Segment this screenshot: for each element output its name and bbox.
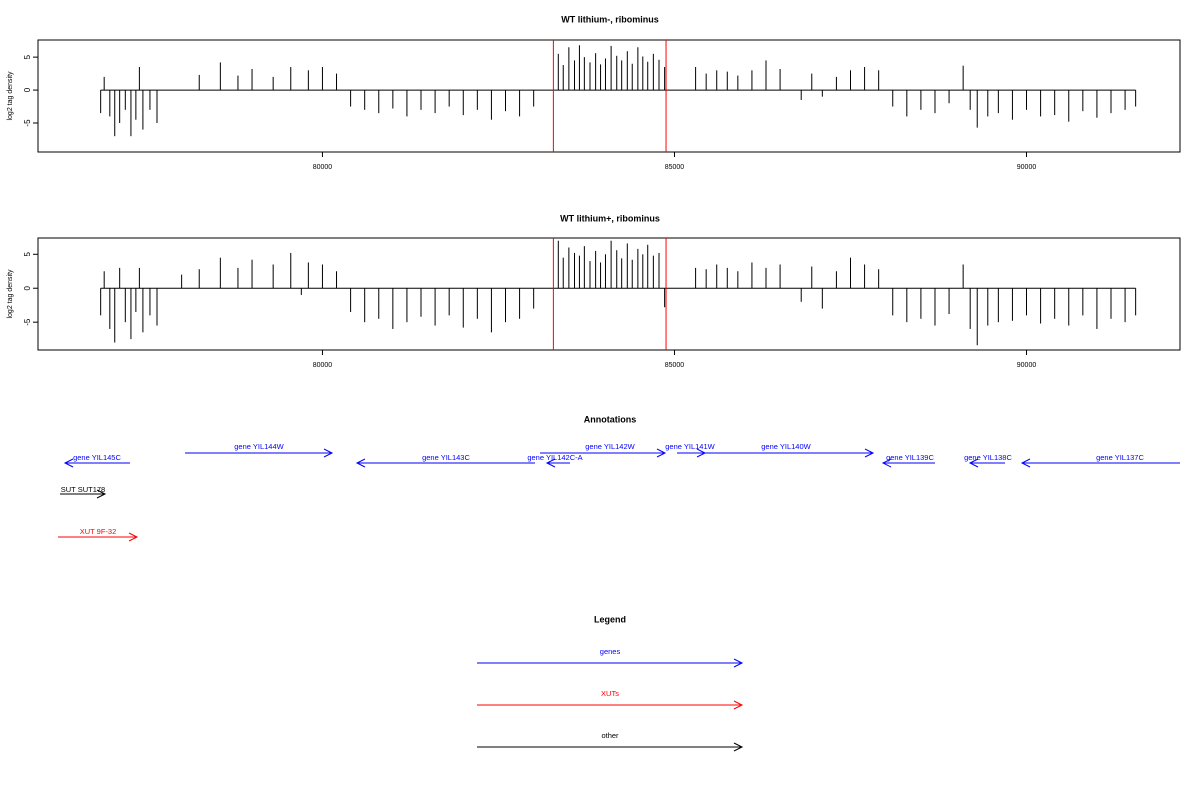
y-tick-label: 0 xyxy=(23,87,32,92)
feature-arrow-head xyxy=(864,448,875,458)
legend-label: genes xyxy=(600,647,621,656)
x-tick-label: 85000 xyxy=(665,362,685,369)
y-tick-label: 0 xyxy=(23,285,32,290)
feature-arrow-head xyxy=(128,532,139,542)
feature-arrow-head xyxy=(323,448,334,458)
x-tick-label: 85000 xyxy=(665,164,685,171)
feature-arrow-head xyxy=(545,458,556,468)
y-axis-label: log2 tag density xyxy=(7,269,14,319)
x-tick-label: 80000 xyxy=(313,362,333,369)
y-tick-label: -5 xyxy=(23,119,32,127)
feature-label: gene YIL140W xyxy=(761,442,811,451)
x-tick-label: 90000 xyxy=(1017,164,1037,171)
feature-arrow-head xyxy=(96,489,107,499)
plot-frame xyxy=(37,39,1181,153)
feature-label: SUT SUT178 xyxy=(61,485,105,494)
x-tick-label: 90000 xyxy=(1017,362,1037,369)
feature-arrow-head xyxy=(63,458,74,468)
feature-label: gene YIL142W xyxy=(585,442,635,451)
feature-label: gene YIL137C xyxy=(1096,453,1144,462)
legend-label: other xyxy=(601,731,619,740)
feature-label: gene YIL141W xyxy=(665,442,715,451)
plot-frame xyxy=(37,237,1181,351)
y-tick-label: -5 xyxy=(23,318,32,326)
legend-arrow-head xyxy=(733,742,744,752)
legend-arrow-head xyxy=(733,658,744,668)
feature-arrow-head xyxy=(881,458,892,468)
feature-arrow-head xyxy=(656,448,667,458)
feature-label: gene YIL142C-A xyxy=(527,453,582,462)
chart-title: WT lithium-, ribominus xyxy=(561,14,659,24)
feature-label: gene YIL143C xyxy=(422,453,470,462)
feature-label: gene YIL145C xyxy=(73,453,121,462)
legend-label: XUTs xyxy=(601,689,619,698)
feature-label: gene YIL139C xyxy=(886,453,934,462)
feature-arrow-head xyxy=(355,458,366,468)
y-tick-label: 5 xyxy=(23,252,32,257)
legend-arrow-head xyxy=(733,700,744,710)
feature-arrow-head xyxy=(968,458,979,468)
legend-title: Legend xyxy=(594,614,626,624)
x-tick-label: 80000 xyxy=(313,164,333,171)
y-tick-label: 5 xyxy=(23,54,32,59)
feature-label: gene YIL138C xyxy=(964,453,1012,462)
feature-label: XUT 9F-32 xyxy=(80,527,117,536)
feature-arrow-head xyxy=(1020,458,1031,468)
y-axis-label: log2 tag density xyxy=(7,71,14,121)
feature-label: gene YIL144W xyxy=(234,442,284,451)
annotations-title: Annotations xyxy=(584,414,637,424)
chart-title: WT lithium+, ribominus xyxy=(560,213,660,223)
